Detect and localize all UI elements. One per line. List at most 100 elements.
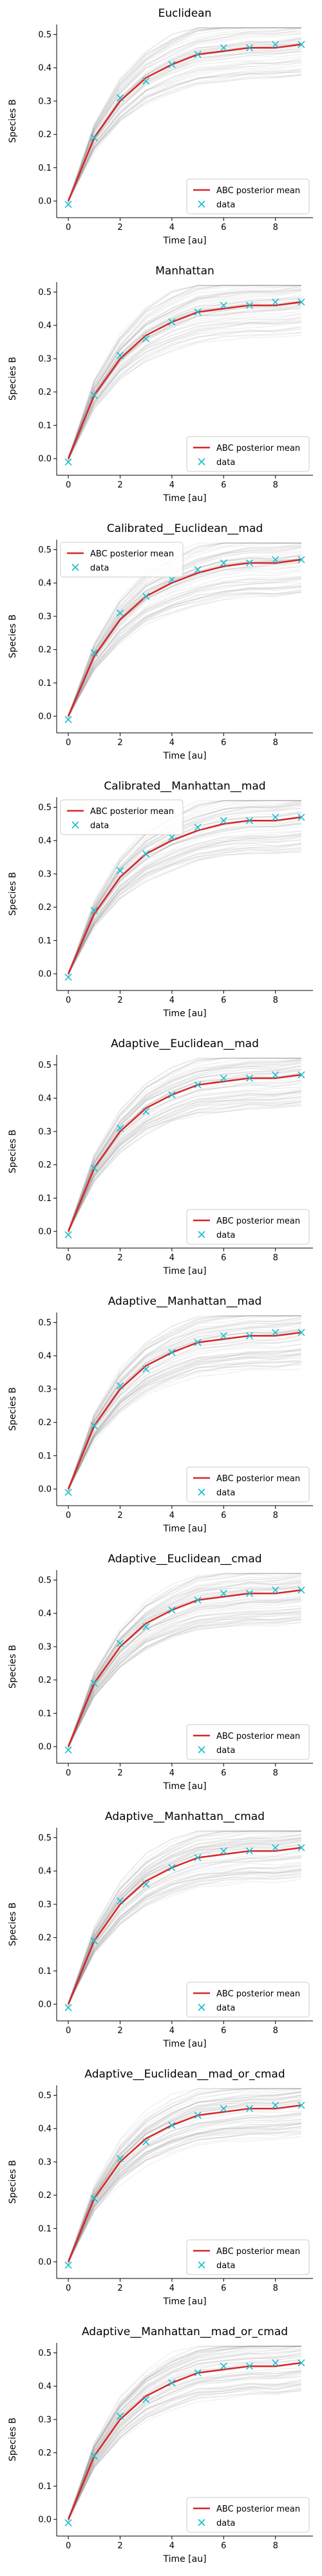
posterior-sample-line: [68, 1090, 302, 1233]
posterior-sample-line: [68, 1368, 301, 1490]
posterior-sample-line: [68, 2383, 302, 2521]
posterior-sample-line: [68, 1065, 301, 1231]
posterior-sample-line: [68, 1582, 302, 1746]
data-point: [168, 1606, 176, 1614]
data-point: [90, 907, 98, 914]
posterior-sample-line: [68, 1868, 301, 2003]
posterior-sample-line: [68, 547, 302, 717]
posterior-sample-line: [68, 592, 301, 715]
y-tick-label: 0.2: [38, 130, 52, 140]
posterior-sample-line: [68, 2088, 301, 2262]
posterior-sample-line: [68, 1057, 301, 1231]
posterior-sample-line: [68, 1870, 301, 2005]
posterior-sample-line: [68, 285, 301, 460]
posterior-sample-line: [68, 1607, 301, 1747]
posterior-sample-line: [68, 579, 301, 715]
legend: ABC posterior mean data: [186, 1982, 310, 2018]
posterior-sample-line: [68, 1361, 301, 1490]
posterior-sample-line: [68, 2345, 301, 2521]
posterior-sample-line: [68, 2126, 301, 2262]
posterior-sample-line: [68, 1101, 302, 1232]
y-tick-label: 0.3: [38, 1642, 52, 1652]
posterior-sample-line: [68, 1864, 301, 2005]
posterior-sample-line: [68, 1865, 301, 2006]
y-tick-label: 0.4: [38, 579, 52, 589]
posterior-mean-line: [67, 1589, 302, 1747]
posterior-sample-line: [68, 64, 302, 200]
posterior-sample-line: [68, 2121, 301, 2261]
posterior-sample-line: [68, 285, 301, 460]
posterior-sample-line: [68, 2130, 301, 2262]
x-tick-label: 4: [169, 738, 175, 748]
posterior-sample-line: [68, 2088, 301, 2263]
posterior-sample-line: [68, 1871, 302, 2005]
posterior-sample-line: [68, 75, 301, 202]
posterior-sample-line: [68, 1058, 301, 1231]
x-tick-label: 6: [221, 2026, 226, 2036]
chart-title: Adaptive__Euclidean__mad: [111, 1037, 259, 1050]
data-point: [194, 1596, 202, 1604]
posterior-sample-line: [68, 820, 302, 974]
posterior-sample-line: [68, 2099, 302, 2261]
posterior-sample-line: [68, 1100, 302, 1233]
x-tick-label: 8: [273, 2284, 278, 2293]
posterior-sample-line: [68, 1062, 302, 1232]
legend-swatch-data: [198, 2261, 205, 2269]
posterior-sample-line: [68, 2385, 301, 2519]
legend-label: ABC posterior mean: [216, 2505, 300, 2514]
posterior-sample-line: [68, 542, 301, 716]
posterior-sample-line: [68, 27, 301, 202]
x-axis-label: Time [au]: [162, 2554, 206, 2564]
posterior-sample-line: [68, 1070, 301, 1233]
posterior-sample-line: [68, 800, 301, 976]
posterior-sample-line: [68, 2132, 301, 2263]
posterior-sample-line: [68, 28, 302, 202]
posterior-sample-line: [68, 544, 301, 717]
posterior-sample-line: [68, 1077, 302, 1232]
y-tick-label: 0.5: [38, 1576, 52, 1586]
y-tick-label: 0.5: [38, 1061, 52, 1070]
posterior-sample-line: [68, 1315, 301, 1490]
posterior-sample-line: [68, 1339, 302, 1491]
y-tick-label: 0.2: [38, 388, 52, 397]
posterior-sample-line: [68, 591, 302, 716]
y-tick-label: 0.3: [38, 1385, 52, 1394]
chart-panel: Adaptive__Euclidean__mad 0 2 4 6 8 0.0 0.1 0.2 0.…: [8, 1037, 313, 1276]
x-tick-label: 6: [221, 2541, 226, 2551]
posterior-sample-line: [68, 2367, 301, 2519]
posterior-sample-line: [68, 287, 301, 458]
data-point: [245, 1332, 254, 1340]
y-tick-label: 0.5: [38, 2349, 52, 2358]
posterior-sample-line: [68, 2358, 301, 2519]
posterior-sample-line: [68, 842, 301, 974]
posterior-sample-line: [68, 835, 302, 973]
posterior-sample-line: [68, 285, 302, 458]
posterior-sample-line: [68, 298, 301, 460]
legend-box: [186, 2239, 310, 2275]
data-point: [142, 1365, 150, 1373]
posterior-sample-line: [68, 2091, 302, 2262]
chart-panel: Adaptive__Euclidean__cmad 0 2 4 6 8 0.0 0.1 0.2 0…: [8, 1553, 313, 1792]
posterior-sample-line: [68, 1839, 302, 2005]
posterior-sample-line: [68, 318, 301, 459]
posterior-sample-line: [68, 1324, 301, 1491]
posterior-sample-line: [68, 542, 301, 717]
chart-panel: Adaptive__Manhattan__cmad 0 2 4 6 8 0.0 0.1 0.2 0…: [8, 1810, 313, 2049]
x-tick-label: 6: [221, 1768, 226, 1778]
posterior-sample-line: [68, 1618, 301, 1747]
data-point: [116, 2412, 124, 2420]
posterior-sample-line: [68, 2345, 301, 2519]
posterior-sample-line: [68, 1361, 302, 1489]
posterior-mean-line: [67, 2104, 302, 2262]
posterior-sample-line: [68, 2345, 301, 2521]
posterior-sample-line: [68, 2088, 301, 2262]
posterior-sample-line: [68, 1616, 301, 1745]
legend-label: data: [216, 200, 235, 210]
posterior-sample-line: [68, 1057, 301, 1232]
posterior-sample-line: [68, 1057, 301, 1231]
posterior-sample-line: [68, 1600, 302, 1747]
y-tick-label: 0.2: [38, 903, 52, 913]
data-point: [194, 2111, 202, 2119]
posterior-sample-line: [68, 1360, 301, 1491]
posterior-sample-line: [68, 321, 301, 460]
